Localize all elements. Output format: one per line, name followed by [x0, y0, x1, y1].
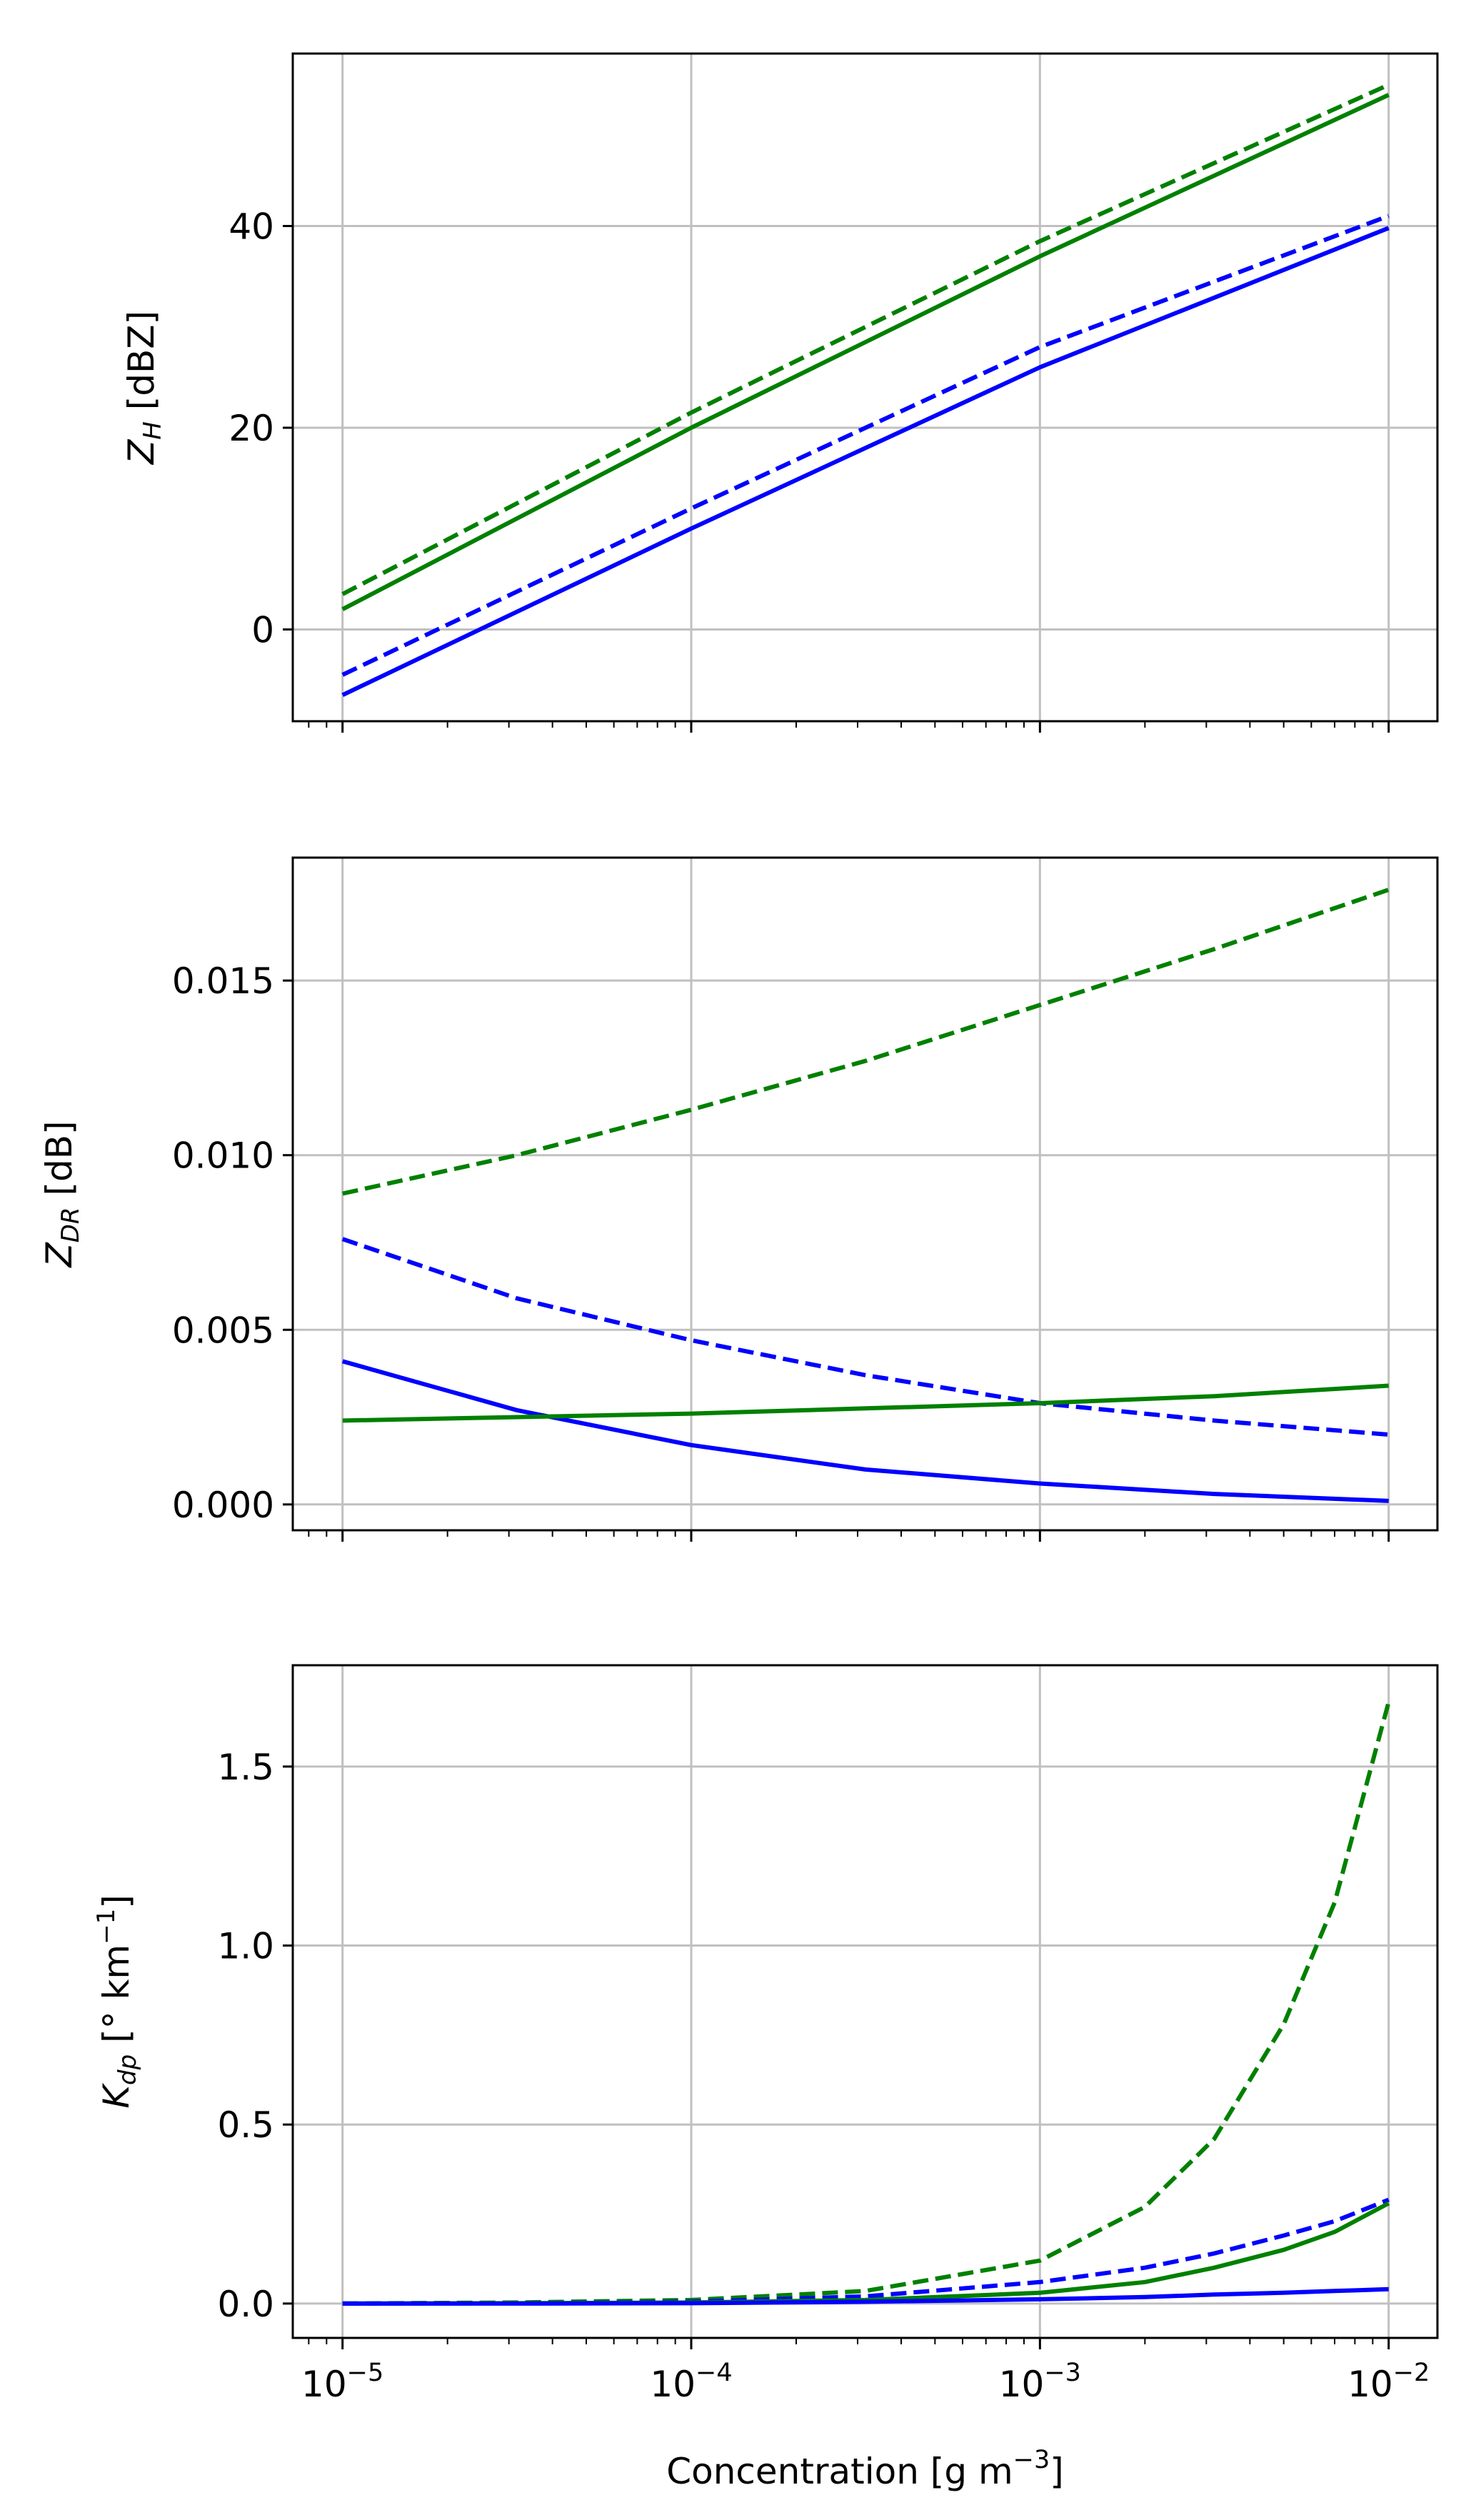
y-label-subscript: dp: [114, 2054, 142, 2085]
x-tick-label: 10−2: [1347, 2359, 1430, 2405]
x-tick-exponent: −3: [1044, 2359, 1081, 2387]
x-tick-label: 10−3: [999, 2359, 1081, 2405]
panel-1: 0 20 40 ZH [dBZ]: [121, 52, 1439, 733]
axes-frame: [291, 856, 1439, 1532]
x-tick-exponent: −5: [347, 2359, 384, 2387]
series-blue-solid: [341, 1359, 1389, 1503]
x-label-superscript: −3: [1013, 2446, 1050, 2474]
y-label-symbol: K: [96, 2082, 137, 2109]
x-tick-base: 10: [1347, 2364, 1393, 2405]
x-tick-base: 10: [650, 2364, 696, 2405]
series-green-dashed: [341, 83, 1390, 596]
series-blue-dashed: [341, 1237, 1389, 1437]
x-tick-label: 10−5: [301, 2359, 383, 2405]
y-tick-label: 0.015: [172, 960, 274, 1002]
series-green-dashed: [342, 1701, 1391, 2306]
x-tick-exponent: −4: [696, 2359, 733, 2387]
x-tick-base: 10: [301, 2364, 347, 2405]
y-label-unit: [dB]: [39, 1120, 80, 1207]
y-tick-label: 20: [229, 408, 274, 449]
series-blue-solid: [342, 2286, 1389, 2306]
y-axis-label: ZH [dBZ]: [121, 311, 167, 466]
x-tick-base: 10: [999, 2364, 1045, 2405]
y-label-unit: [° km: [96, 1944, 137, 2054]
series-blue-dashed: [342, 2197, 1390, 2306]
series-green-solid: [342, 1383, 1389, 1423]
y-label-superscript: −1: [92, 1909, 121, 1944]
y-tick-label: 0.005: [172, 1310, 274, 1351]
axes-frame: [291, 52, 1439, 723]
x-axis-label: Concentration [g m−3]: [666, 2446, 1064, 2492]
x-label-text: Concentration [g m: [666, 2451, 1013, 2492]
series-green-solid: [342, 2201, 1390, 2306]
y-label-subscript: H: [139, 421, 167, 440]
y-label-symbol: Z: [121, 438, 162, 466]
y-tick-label: 40: [229, 206, 274, 248]
axes-frame: [291, 1664, 1439, 2339]
y-label-symbol: Z: [39, 1242, 80, 1269]
x-label-end: ]: [1050, 2451, 1064, 2492]
panel-2: 0.000 0.005 0.010 0.015 ZDR [dB]: [39, 856, 1439, 1542]
series-blue-dashed: [341, 214, 1390, 677]
y-label-unit-end: ]: [96, 1894, 137, 1909]
y-tick-label: 0.5: [217, 2104, 274, 2146]
y-label-subscript: DR: [56, 1207, 85, 1243]
x-tick-label: 10−4: [650, 2359, 732, 2405]
y-tick-label: 0.010: [172, 1135, 274, 1177]
series-green-solid: [341, 93, 1390, 611]
y-tick-label: 0: [251, 609, 274, 651]
series-green-dashed: [342, 888, 1390, 1196]
y-tick-label: 1.0: [217, 1926, 274, 1967]
y-axis-label: ZDR [dB]: [39, 1120, 85, 1268]
y-tick-label: 0.0: [217, 2284, 274, 2325]
y-axis-label: Kdp [° km−1]: [92, 1894, 142, 2109]
y-tick-label: 0.000: [172, 1485, 274, 1526]
x-tick-exponent: −2: [1393, 2359, 1430, 2387]
series-blue-solid: [341, 226, 1390, 698]
y-label-unit: [dBZ]: [121, 311, 162, 421]
y-tick-label: 1.5: [217, 1747, 274, 1788]
